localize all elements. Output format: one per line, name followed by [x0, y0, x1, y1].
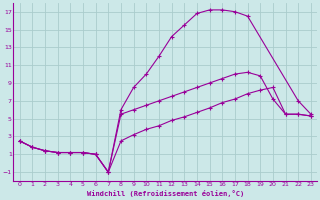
X-axis label: Windchill (Refroidissement éolien,°C): Windchill (Refroidissement éolien,°C) [87, 190, 244, 197]
